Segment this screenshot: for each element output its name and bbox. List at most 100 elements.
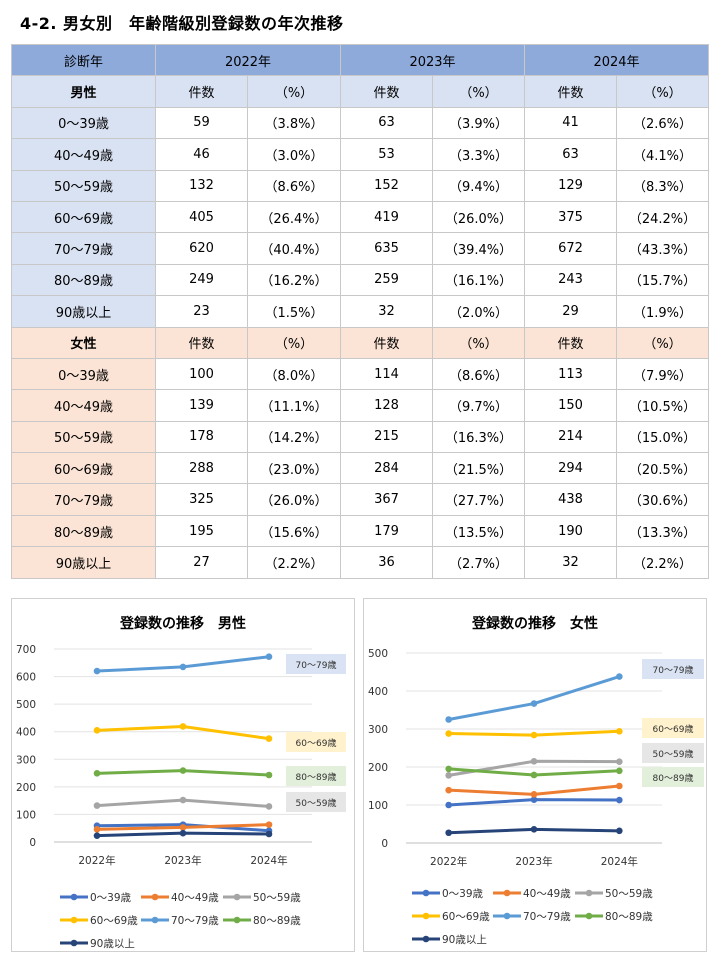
legend-marker xyxy=(70,893,78,901)
callout-label: 60～69歳 xyxy=(653,723,694,735)
count-cell: 419 xyxy=(340,200,433,234)
legend-marker xyxy=(422,889,430,897)
data-point xyxy=(179,824,187,831)
data-point xyxy=(445,801,452,809)
callout-box xyxy=(286,732,346,752)
callout-box xyxy=(286,792,346,812)
male-section-label: 男性 xyxy=(11,75,156,108)
pct-header: （%） xyxy=(616,326,709,359)
pct-header: （%） xyxy=(432,326,525,359)
count-cell: 23 xyxy=(155,295,248,328)
pct-cell: （3.0%） xyxy=(247,138,341,171)
legend-marker xyxy=(422,912,430,920)
age-label: 0～39歳 xyxy=(11,106,156,140)
count-cell: 215 xyxy=(340,420,433,454)
callout-box xyxy=(286,654,346,674)
pct-cell: （3.8%） xyxy=(247,106,341,140)
age-label: 70～79歳 xyxy=(11,232,156,265)
legend-marker xyxy=(503,889,511,897)
pct-cell: （43.3%） xyxy=(616,232,709,265)
data-point xyxy=(93,667,101,675)
count-cell: 214 xyxy=(524,420,617,454)
y-tick-label: 400 xyxy=(16,727,36,739)
pct-cell: （39.4%） xyxy=(432,232,525,265)
data-point xyxy=(265,830,273,838)
legend-marker xyxy=(70,939,78,947)
female-chart: 登録数の推移 女性 0 100 200 300 400 500 2022年 2023年 2024… xyxy=(363,598,707,952)
count-cell: 36 xyxy=(340,546,433,579)
count-cell: 672 xyxy=(524,232,617,265)
count-cell: 375 xyxy=(524,200,617,234)
count-cell: 113 xyxy=(524,357,617,391)
pct-cell: （2.2%） xyxy=(616,546,709,579)
table-row: 0～39歳 100 （8.0%） 114 （8.6%） 113 （7.9%） xyxy=(11,357,709,391)
count-header: 件数 xyxy=(340,326,433,359)
age-label: 50～59歳 xyxy=(11,169,156,202)
pct-cell: （13.3%） xyxy=(616,514,709,548)
count-cell: 178 xyxy=(155,420,248,454)
legend-label: 50～59歳 xyxy=(253,892,301,904)
pct-cell: （23.0%） xyxy=(247,452,341,485)
table-row: 90歳以上 27 （2.2%） 36 （2.7%） 32 （2.2%） xyxy=(11,546,709,579)
legend-marker xyxy=(233,893,241,901)
pct-cell: （3.3%） xyxy=(432,138,525,171)
count-cell: 32 xyxy=(340,295,433,328)
table-row: 40～49歳 46 （3.0%） 53 （3.3%） 63 （4.1%） xyxy=(11,138,709,171)
data-point xyxy=(265,771,273,779)
pct-cell: （27.7%） xyxy=(432,483,525,516)
pct-cell: （3.9%） xyxy=(432,106,525,140)
count-header: 件数 xyxy=(524,75,617,108)
data-point xyxy=(445,786,452,794)
x-tick-label: 2022年 xyxy=(78,854,115,867)
y-tick-label: 100 xyxy=(16,809,36,821)
data-point xyxy=(530,700,538,707)
x-tick-label: 2024年 xyxy=(250,854,287,867)
pct-cell: （26.0%） xyxy=(247,483,341,516)
count-cell: 635 xyxy=(340,232,433,265)
pct-header: （%） xyxy=(432,75,525,108)
data-point xyxy=(530,796,538,803)
callout-box xyxy=(642,743,704,763)
legend-marker xyxy=(70,916,78,924)
female-chart-title: 登録数の推移 女性 xyxy=(472,616,598,632)
data-point xyxy=(93,727,101,734)
count-cell: 405 xyxy=(155,200,248,234)
legend-marker xyxy=(151,916,159,924)
count-header: 件数 xyxy=(524,326,617,359)
count-cell: 152 xyxy=(340,169,433,202)
table-row: 50～59歳 178 （14.2%） 215 （16.3%） 214 （15.0%） xyxy=(11,420,709,454)
data-point xyxy=(616,767,623,775)
y-tick-label: 600 xyxy=(16,672,36,684)
female-section-label: 女性 xyxy=(11,326,156,359)
count-cell: 249 xyxy=(155,263,248,297)
x-tick-label: 2023年 xyxy=(515,855,552,868)
y-tick-label: 500 xyxy=(16,699,36,711)
callout-label: 70～79歳 xyxy=(653,664,694,676)
age-label: 0～39歳 xyxy=(11,357,156,391)
pct-cell: （16.3%） xyxy=(432,420,525,454)
age-label: 90歳以上 xyxy=(11,546,156,579)
count-cell: 63 xyxy=(340,106,433,140)
y-tick-label: 200 xyxy=(368,762,388,774)
table-row: 90歳以上 23 （1.5%） 32 （2.0%） 29 （1.9%） xyxy=(11,295,709,328)
table-row: 70～79歳 325 （26.0%） 367 （27.7%） 438 （30.6%） xyxy=(11,483,709,516)
count-cell: 438 xyxy=(524,483,617,516)
y-tick-label: 500 xyxy=(368,648,388,660)
callout-label: 60～69歳 xyxy=(296,737,337,749)
count-cell: 620 xyxy=(155,232,248,265)
callout-label: 50～59歳 xyxy=(296,797,337,809)
pct-cell: （8.6%） xyxy=(432,357,525,391)
pct-cell: （7.9%） xyxy=(616,357,709,391)
count-cell: 259 xyxy=(340,263,433,297)
count-cell: 150 xyxy=(524,389,617,422)
age-label: 80～89歳 xyxy=(11,263,156,297)
pct-cell: （26.4%） xyxy=(247,200,341,234)
pct-cell: （8.3%） xyxy=(616,169,709,202)
age-label: 40～49歳 xyxy=(11,389,156,422)
data-point xyxy=(265,803,273,810)
year-header: 2023年 xyxy=(340,43,525,77)
pct-cell: （1.5%） xyxy=(247,295,341,328)
male-chart: 登録数の推移 男性 0 100 200 300 400 500 600 700 2022年 202… xyxy=(11,598,355,952)
legend-label: 80～89歳 xyxy=(605,911,653,923)
legend-label: 70～79歳 xyxy=(171,915,219,927)
